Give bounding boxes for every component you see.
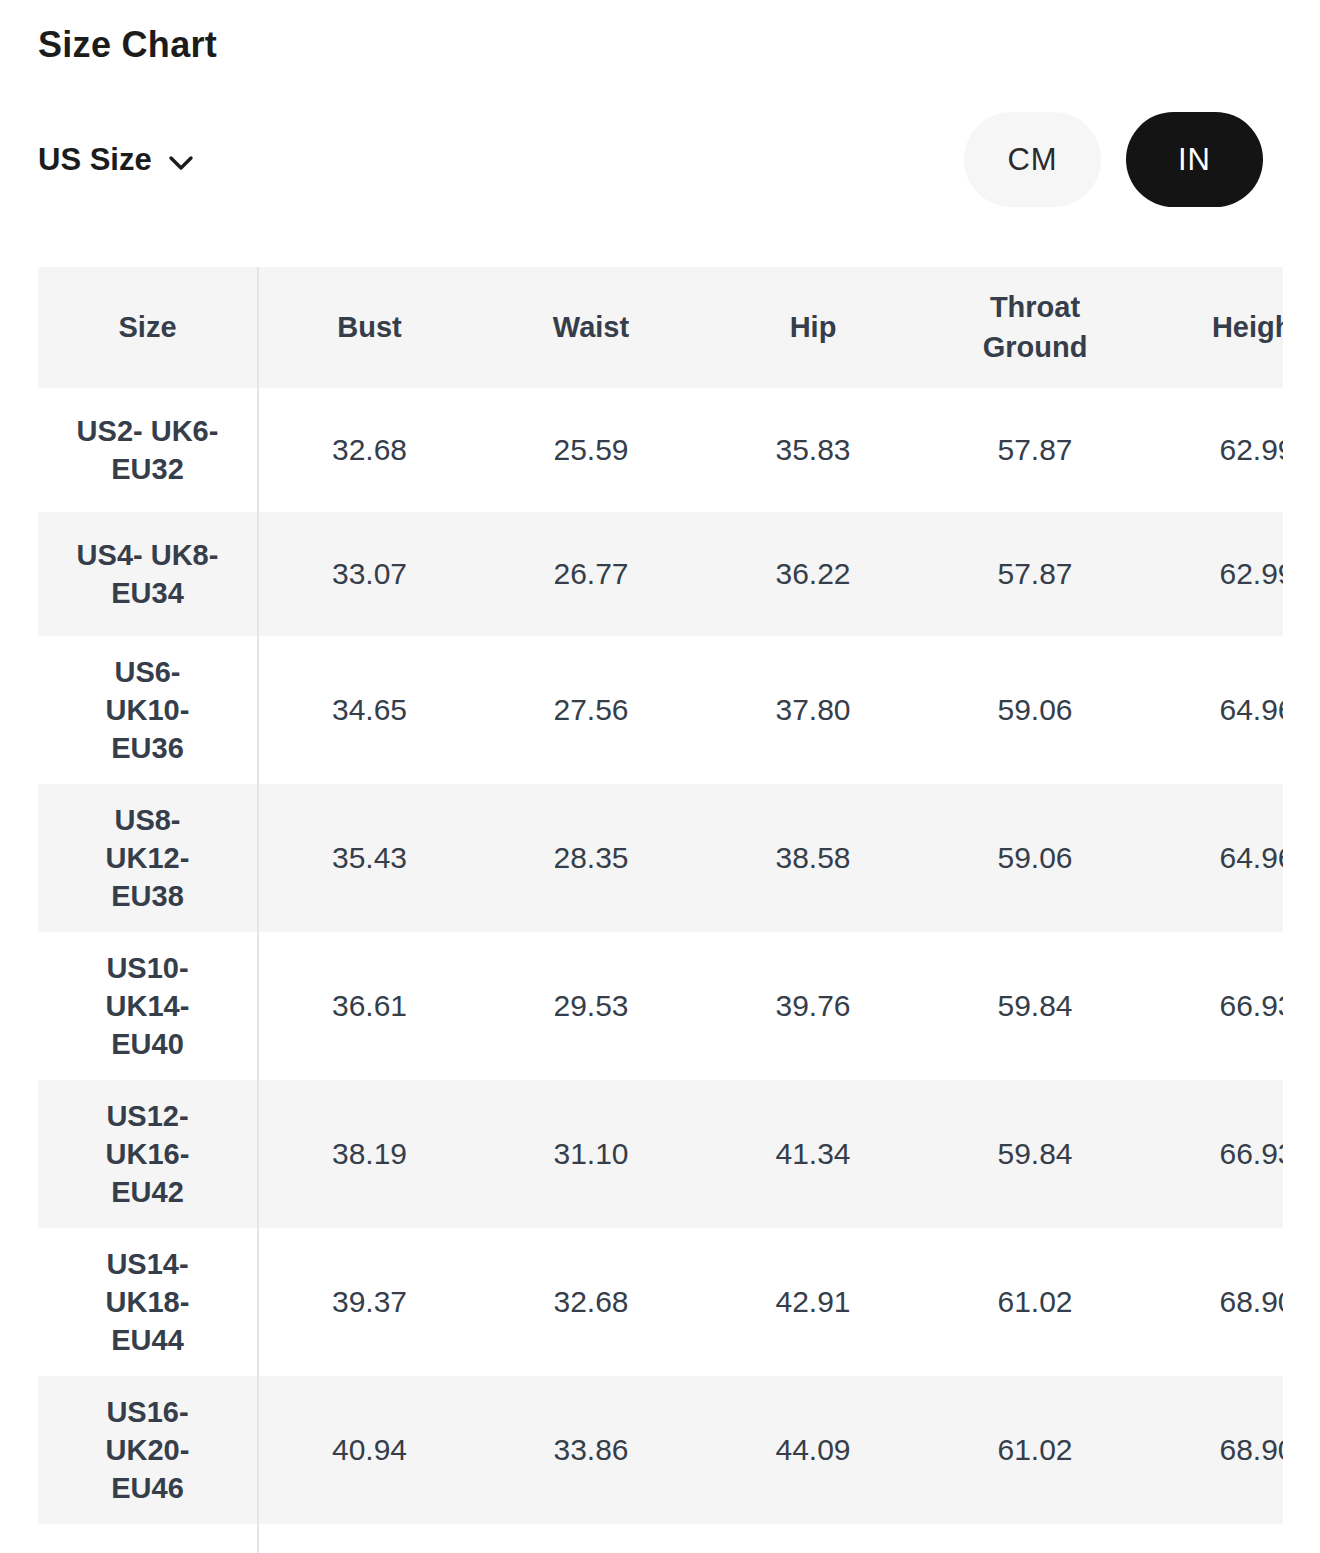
table-row: US4- UK8- EU34 33.07 26.77 36.22 57.87 6…: [38, 512, 1283, 636]
table-header-row: Size Bust Waist Hip Throat Ground Height: [38, 267, 1283, 388]
waist-value: 26.77: [480, 512, 702, 636]
bust-value: 32.68: [258, 388, 480, 512]
waist-value: 27.56: [480, 636, 702, 784]
table-row: US10- UK14- EU40 36.61 29.53 39.76 59.84…: [38, 932, 1283, 1080]
height-value: 62.99: [1146, 388, 1283, 512]
size-label: US8- UK12- EU38: [38, 784, 258, 932]
size-label: US10- UK14- EU40: [38, 932, 258, 1080]
throat-ground-value: 61.02: [924, 1228, 1146, 1376]
hip-value: 42.91: [702, 1228, 924, 1376]
waist-value: 32.68: [480, 1228, 702, 1376]
table-row: US12- UK16- EU42 38.19 31.10 41.34 59.84…: [38, 1080, 1283, 1228]
height-value: 64.96: [1146, 636, 1283, 784]
unit-toggle-cm-button[interactable]: CM: [964, 112, 1101, 207]
chevron-down-icon: [168, 155, 194, 171]
unit-toggle-in-button[interactable]: IN: [1126, 112, 1263, 207]
size-label: US14- UK18- EU44: [38, 1228, 258, 1376]
hip-value: 36.22: [702, 512, 924, 636]
hip-value: 44.09: [702, 1376, 924, 1524]
column-header-hip: Hip: [702, 267, 924, 388]
unit-toggle: CM IN: [964, 112, 1283, 207]
column-header-size: Size: [38, 267, 258, 388]
waist-value: 29.53: [480, 932, 702, 1080]
hip-value: 37.80: [702, 636, 924, 784]
bust-value: 40.94: [258, 1376, 480, 1524]
throat-ground-value: 61.02: [924, 1376, 1146, 1524]
throat-ground-value: 57.87: [924, 388, 1146, 512]
hip-value: 38.58: [702, 784, 924, 932]
height-value: 68.90: [1146, 1228, 1283, 1376]
size-chart-panel: Size Chart US Size CM IN: [0, 0, 1320, 1553]
height-value: 68.90: [1146, 1376, 1283, 1524]
throat-ground-value: 59.06: [924, 636, 1146, 784]
table-row: US2- UK6- EU32 32.68 25.59 35.83 57.87 6…: [38, 388, 1283, 512]
bust-value: 38.19: [258, 1080, 480, 1228]
waist-value: 31.10: [480, 1080, 702, 1228]
height-value: 62.99: [1146, 512, 1283, 636]
bust-value: 33.07: [258, 512, 480, 636]
bust-value: 34.65: [258, 636, 480, 784]
size-label: US12- UK16- EU42: [38, 1080, 258, 1228]
waist-value: 28.35: [480, 784, 702, 932]
table-row: US8- UK12- EU38 35.43 28.35 38.58 59.06 …: [38, 784, 1283, 932]
hip-value: 35.83: [702, 388, 924, 512]
size-chart-table: Size Bust Waist Hip Throat Ground Height…: [38, 267, 1283, 1553]
height-value: 66.93: [1146, 1080, 1283, 1228]
waist-value: 33.86: [480, 1376, 702, 1524]
bust-value: 35.43: [258, 784, 480, 932]
height-value: 66.93: [1146, 932, 1283, 1080]
table-row: US14- UK18- EU44 39.37 32.68 42.91 61.02…: [38, 1228, 1283, 1376]
throat-ground-value: 59.84: [924, 932, 1146, 1080]
size-standard-dropdown[interactable]: US Size: [38, 142, 194, 178]
size-label: US16- UK20- EU46: [38, 1376, 258, 1524]
size-chart-table-container[interactable]: Size Bust Waist Hip Throat Ground Height…: [38, 267, 1283, 1553]
throat-ground-value: 59.84: [924, 1080, 1146, 1228]
table-row: US6- UK10- EU36 34.65 27.56 37.80 59.06 …: [38, 636, 1283, 784]
column-header-waist: Waist: [480, 267, 702, 388]
throat-ground-value: 59.06: [924, 784, 1146, 932]
height-value: 64.96: [1146, 784, 1283, 932]
table-row: US16- UK20- EU46 40.94 33.86 44.09 61.02…: [38, 1376, 1283, 1524]
size-label: US4- UK8- EU34: [38, 512, 258, 636]
size-standard-label: US Size: [38, 142, 152, 178]
hip-value: 39.76: [702, 932, 924, 1080]
page-title: Size Chart: [38, 0, 1320, 66]
bust-value: 39.37: [258, 1228, 480, 1376]
column-header-height: Height: [1146, 267, 1283, 388]
size-label: US6- UK10- EU36: [38, 636, 258, 784]
bust-value: 36.61: [258, 932, 480, 1080]
column-header-throat-ground: Throat Ground: [924, 267, 1146, 388]
table-row-partial: [38, 1524, 1283, 1553]
hip-value: 41.34: [702, 1080, 924, 1228]
controls-row: US Size CM IN: [38, 112, 1283, 207]
waist-value: 25.59: [480, 388, 702, 512]
size-label: US2- UK6- EU32: [38, 388, 258, 512]
throat-ground-value: 57.87: [924, 512, 1146, 636]
column-header-bust: Bust: [258, 267, 480, 388]
